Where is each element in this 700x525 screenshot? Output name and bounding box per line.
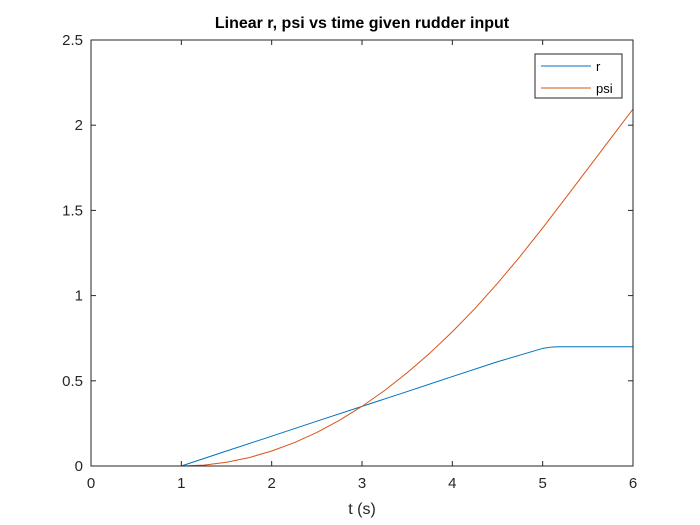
x-tick-label: 5	[538, 475, 546, 492]
y-tick-label: 0	[75, 458, 83, 475]
series-line-psi	[91, 108, 634, 467]
series-layer	[91, 108, 634, 467]
x-tick-label: 3	[358, 475, 366, 492]
legend-label-psi: psi	[596, 81, 613, 96]
chart-title: Linear r, psi vs time given rudder input	[215, 15, 510, 32]
y-tick-label: 0.5	[62, 373, 83, 390]
y-tick-label: 2.5	[62, 32, 83, 49]
y-tick-label: 1	[75, 288, 83, 305]
legend-label-r: r	[596, 59, 601, 74]
x-tick-label: 1	[177, 475, 185, 492]
legend: r psi	[534, 53, 623, 99]
y-tick-label: 1.5	[62, 202, 83, 219]
series-line-r	[91, 346, 633, 467]
x-tick-label: 0	[87, 475, 95, 492]
ticks-layer: 0 1 2 3 4 5 6 0 0.5 1 1.5 2 2.5	[62, 32, 637, 492]
x-tick-label: 4	[448, 475, 456, 492]
x-tick-label: 2	[267, 475, 275, 492]
x-tick-label: 6	[629, 475, 637, 492]
plot-area	[91, 40, 633, 466]
x-axis-label: t (s)	[348, 501, 376, 518]
legend-box	[534, 53, 623, 99]
y-tick-label: 2	[75, 117, 83, 134]
